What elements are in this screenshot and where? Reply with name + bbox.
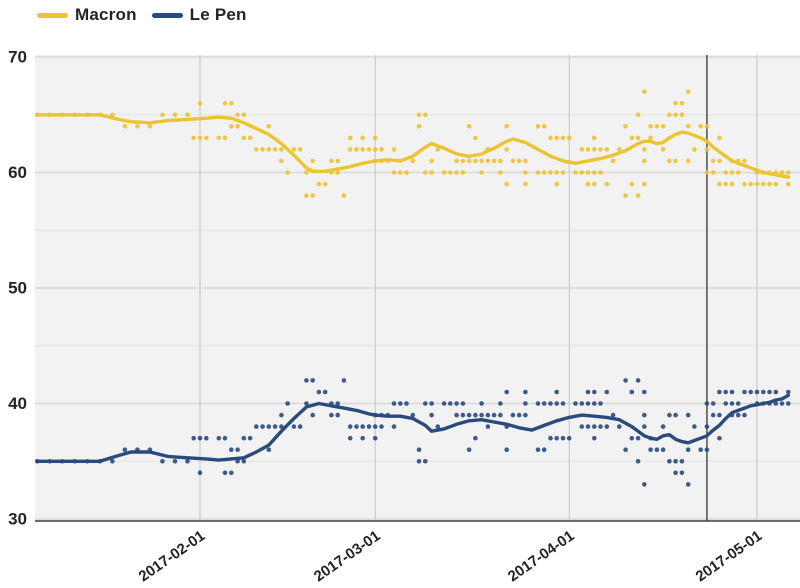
lepen-trend-line bbox=[35, 393, 790, 463]
svg-text:2017-02-01: 2017-02-01 bbox=[136, 527, 209, 585]
svg-text:70: 70 bbox=[8, 48, 27, 67]
legend-item-lepen: Le Pen bbox=[151, 5, 247, 25]
y-axis-labels: 30 40 50 60 70 bbox=[8, 48, 27, 529]
legend-item-macron: Macron bbox=[37, 5, 137, 25]
svg-text:2017-03-01: 2017-03-01 bbox=[311, 527, 384, 585]
chart-legend: Macron Le Pen bbox=[37, 5, 247, 25]
legend-label-lepen: Le Pen bbox=[189, 5, 247, 24]
x-axis-labels: 2017-02-01 2017-03-01 2017-04-01 2017-05-01 bbox=[136, 527, 766, 585]
macron-trend-line bbox=[35, 113, 790, 179]
svg-text:30: 30 bbox=[8, 510, 27, 529]
x-gridlines-month bbox=[199, 55, 758, 521]
svg-text:50: 50 bbox=[8, 279, 27, 298]
legend-label-macron: Macron bbox=[75, 5, 137, 24]
svg-text:60: 60 bbox=[8, 163, 27, 182]
y-gridlines-major bbox=[35, 56, 800, 520]
lepen-line-swatch bbox=[151, 12, 183, 18]
svg-text:2017-04-01: 2017-04-01 bbox=[505, 527, 578, 585]
svg-text:2017-05-01: 2017-05-01 bbox=[693, 527, 766, 585]
macron-line-swatch bbox=[37, 12, 68, 18]
svg-text:40: 40 bbox=[8, 394, 27, 413]
